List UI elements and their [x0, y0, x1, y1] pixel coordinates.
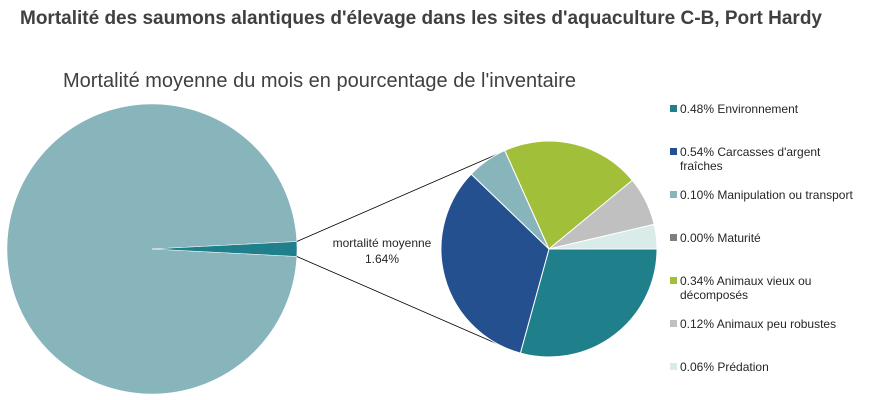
legend-value: 0.10% — [680, 188, 715, 202]
legend-entry: 0.06% Prédation — [670, 360, 865, 374]
legend-label: Environnement — [717, 102, 799, 116]
data-label: mortalité moyenne — [333, 236, 432, 250]
legend-value: 0.54% — [680, 145, 715, 159]
legend-value: 0.34% — [680, 274, 715, 288]
legend-entry: 0.10% Manipulation ou transport — [670, 188, 865, 202]
legend-value: 0.48% — [680, 102, 715, 116]
legend-label: Prédation — [717, 360, 769, 374]
legend-label: Manipulation ou transport — [717, 188, 853, 202]
legend-label: Maturité — [717, 231, 761, 245]
pie-slice — [6, 103, 298, 395]
pie-slice — [548, 223, 658, 250]
legend-swatch — [670, 277, 677, 284]
legend-value: 0.00% — [680, 231, 715, 245]
legend-value: 0.06% — [680, 360, 715, 374]
connector — [296, 256, 515, 352]
legend-entry: 0.54% Carcasses d'argent fraîches — [670, 145, 865, 173]
legend-entry: 0.34% Animaux vieux ou décomposés — [670, 274, 865, 302]
legend-value: 0.12% — [680, 317, 715, 331]
data-label: 1.64% — [365, 252, 399, 266]
legend-label: Animaux vieux ou décomposés — [680, 274, 812, 302]
legend-swatch — [670, 148, 677, 155]
legend-entry: 0.48% Environnement — [670, 102, 865, 116]
legend-label: Carcasses d'argent fraîches — [680, 145, 821, 173]
chart-subtitle: Mortalité moyenne du mois en pourcentage… — [63, 70, 577, 92]
legend-entry: 0.12% Animaux peu robustes — [670, 317, 865, 331]
chart-title: Mortalité des saumons alantiques d'éleva… — [20, 8, 822, 29]
legend-label: Animaux peu robustes — [716, 317, 837, 331]
legend-swatch — [670, 105, 677, 112]
connector — [296, 146, 515, 242]
pie-slice — [504, 140, 634, 250]
legend-swatch — [670, 363, 677, 370]
pie-slice — [151, 241, 298, 257]
pie-slice — [440, 173, 550, 354]
legend-swatch — [670, 234, 677, 241]
legend-swatch — [670, 320, 677, 327]
legend-entry: 0.00% Maturité — [670, 231, 865, 245]
legend-swatch — [670, 191, 677, 198]
pie-slice — [519, 248, 658, 358]
